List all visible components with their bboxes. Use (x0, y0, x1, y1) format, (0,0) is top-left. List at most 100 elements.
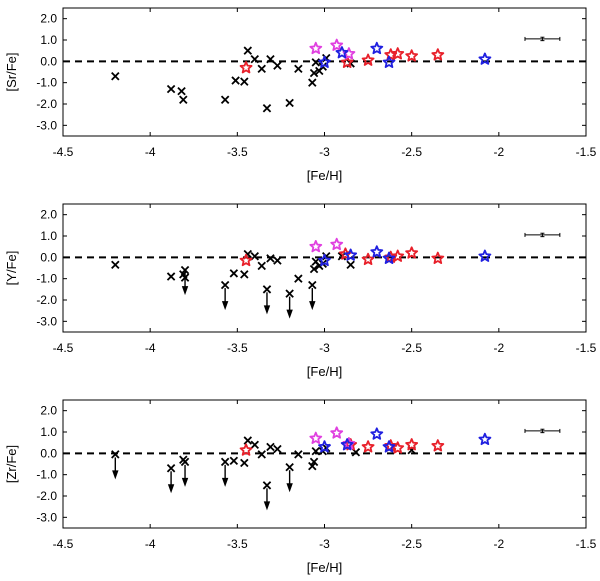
cross-marker (266, 54, 275, 64)
cross-marker (180, 457, 190, 487)
cross-stroke (220, 457, 230, 467)
cross-stroke (111, 260, 120, 270)
cross-stroke (111, 450, 120, 459)
series-blue-stars (318, 427, 492, 453)
cross-stroke (285, 289, 294, 298)
y-tick-label: 1.0 (40, 33, 57, 47)
cross-stroke (311, 58, 321, 67)
x-axis-label: [Fe/H] (307, 364, 342, 379)
star-marker (330, 426, 344, 439)
series-red-stars (239, 246, 445, 267)
cross-marker (231, 76, 240, 85)
star-marker (478, 432, 492, 446)
plot-frame (62, 203, 587, 333)
cross-stroke (273, 444, 282, 454)
cross-marker (111, 450, 120, 480)
y-tick-label: 0.0 (40, 250, 57, 264)
upper-limit-arrow (181, 464, 189, 487)
upper-limit-arrow (221, 288, 229, 311)
cross-stroke (351, 448, 361, 457)
cross-stroke (220, 95, 230, 104)
x-tick-label: -4 (145, 537, 156, 551)
upper-limit-arrow (112, 457, 119, 480)
star-marker (478, 52, 492, 65)
cross-stroke (309, 68, 319, 78)
cross-stroke (273, 61, 282, 70)
cross-marker (309, 68, 319, 78)
cross-marker (250, 54, 260, 64)
y-axis-label: [Zr/Fe] (4, 445, 19, 483)
series-blue-stars (318, 41, 492, 68)
cross-marker (243, 46, 253, 55)
x-tick-label: -1.5 (576, 341, 597, 355)
star-marker (391, 249, 405, 262)
x-tick-label: -3.5 (227, 145, 248, 159)
y-axis-label: [Sr/Fe] (4, 52, 19, 91)
cross-marker (111, 260, 120, 270)
cross-marker (266, 254, 275, 263)
x-tick-label: -2.5 (401, 145, 422, 159)
arrow-head (286, 483, 293, 493)
cross-stroke (285, 98, 294, 108)
star-marker (405, 246, 419, 259)
upper-limit-arrow (263, 292, 271, 315)
y-axis-label: [Y/Fe] (4, 251, 19, 286)
star-marker (344, 248, 358, 261)
series-crosses (111, 249, 355, 319)
star-marker (330, 237, 344, 251)
x-tick-label: -1.5 (576, 145, 597, 159)
series-crosses (111, 46, 355, 113)
cross-marker (220, 95, 230, 104)
cross-marker (180, 265, 190, 296)
star-marker (330, 38, 344, 51)
star-marker (361, 53, 375, 66)
cross-stroke (294, 274, 303, 283)
x-tick-label: -2.5 (401, 537, 422, 551)
plot-frame (62, 399, 587, 529)
star-marker (361, 252, 375, 266)
cross-stroke (262, 104, 272, 113)
cross-stroke (179, 95, 188, 104)
cross-stroke (250, 440, 260, 450)
cross-stroke (177, 86, 186, 96)
cross-marker (262, 285, 272, 315)
plot-frame (62, 7, 587, 137)
star-marker (431, 48, 445, 61)
star-marker (239, 253, 253, 267)
cross-marker (220, 280, 230, 311)
cross-stroke (308, 280, 317, 290)
arrow-head (221, 301, 229, 311)
arrow-head (286, 309, 293, 319)
cross-stroke (111, 72, 120, 81)
upper-limit-arrow (286, 470, 293, 493)
cross-stroke (166, 272, 176, 281)
cross-marker (311, 58, 321, 67)
cross-stroke (262, 481, 272, 490)
x-tick-label: -2 (493, 341, 504, 355)
arrow-head (309, 301, 316, 311)
star-marker (370, 41, 384, 55)
cross-marker (311, 446, 321, 456)
cross-marker (308, 78, 317, 87)
arrow-head (263, 305, 271, 315)
cross-marker (240, 458, 249, 468)
cross-stroke (294, 64, 303, 74)
x-tick-label: -4.5 (53, 341, 74, 355)
cross-marker (294, 274, 303, 283)
cross-stroke (240, 458, 249, 468)
star-marker (382, 440, 396, 453)
cross-marker (257, 261, 266, 271)
star-marker (340, 438, 354, 451)
cross-stroke (180, 273, 190, 282)
series-crosses (111, 436, 416, 511)
cross-stroke (294, 450, 303, 459)
star-marker (384, 48, 398, 61)
cross-marker (273, 444, 282, 454)
cross-marker (294, 450, 303, 459)
y-tick-label: 2.0 (40, 404, 57, 418)
series-blue-stars (318, 245, 492, 267)
panel-3: -4.5 -4 -3.5 -3 -2.5 -2 -1.5 2.0 1.0 0.0 -1.0 -2.0 -… (4, 399, 597, 575)
cross-stroke (262, 285, 272, 294)
cross-stroke (220, 280, 230, 290)
typical-error-bar (524, 428, 561, 434)
